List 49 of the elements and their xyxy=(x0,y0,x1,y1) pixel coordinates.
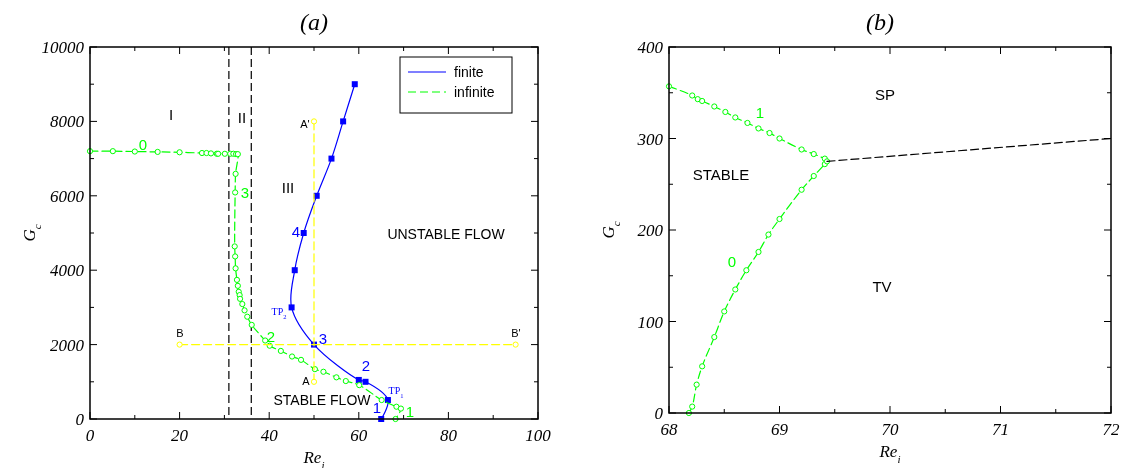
annotation: 3 xyxy=(240,184,250,202)
annotation: 2 xyxy=(361,357,371,375)
annotation: UNSTABLE FLOW xyxy=(387,226,506,243)
y-tick-label: 10000 xyxy=(41,38,85,57)
y-tick-label: 300 xyxy=(636,129,664,149)
y-tick-label: 100 xyxy=(637,312,664,332)
annotation: A' xyxy=(300,117,310,130)
x-tick-label: 80 xyxy=(439,426,458,445)
annotation: III xyxy=(281,179,295,197)
annotation: II xyxy=(237,109,247,127)
annotation: 0 xyxy=(138,136,148,154)
chart-title: (b) xyxy=(866,9,894,35)
y-tick-label: 6000 xyxy=(50,186,85,206)
x-tick-label: 71 xyxy=(992,420,1009,439)
x-tick-label: 100 xyxy=(525,426,552,445)
y-tick-label: 200 xyxy=(637,221,664,240)
annotation: A xyxy=(302,374,311,387)
annotation: 1 xyxy=(755,104,765,122)
annotation: I xyxy=(168,106,174,124)
annotation: B xyxy=(176,326,184,339)
x-tick-label: 70 xyxy=(881,420,899,439)
annotation: 1 xyxy=(372,399,382,417)
annotation: SP xyxy=(874,86,896,104)
y-tick-label: 4000 xyxy=(50,261,85,281)
legend-label: finite xyxy=(454,64,484,80)
x-axis-title: Re$_{i}$ xyxy=(878,442,901,465)
y-tick-label: 8000 xyxy=(50,112,85,132)
legend-label: infinite xyxy=(454,84,495,100)
annotation: 1 xyxy=(405,403,415,421)
annotation: TP$_{1}$ xyxy=(388,384,404,399)
x-tick-label: 69 xyxy=(771,420,789,439)
annotation: 3 xyxy=(318,330,328,348)
annotation: 4 xyxy=(291,223,301,241)
x-tick-label: 40 xyxy=(260,426,279,445)
annotation: 2 xyxy=(266,328,276,346)
y-tick-label: 400 xyxy=(637,38,664,57)
annotation: STABLE FLOW xyxy=(273,392,372,409)
x-tick-label: 68 xyxy=(660,420,678,439)
annotation: STABLE xyxy=(692,166,750,184)
annotation: TP$_{2}$ xyxy=(271,305,287,320)
y-tick-label: 2000 xyxy=(50,335,85,355)
x-tick-label: 60 xyxy=(350,426,368,445)
x-tick-label: 20 xyxy=(171,426,189,445)
chart-title: (a) xyxy=(300,9,328,35)
annotation: 0 xyxy=(727,253,737,271)
x-tick-label: 72 xyxy=(1102,420,1120,439)
annotation: B' xyxy=(511,326,521,339)
y-tick-label: 0 xyxy=(654,404,664,423)
annotation: TV xyxy=(872,278,892,296)
